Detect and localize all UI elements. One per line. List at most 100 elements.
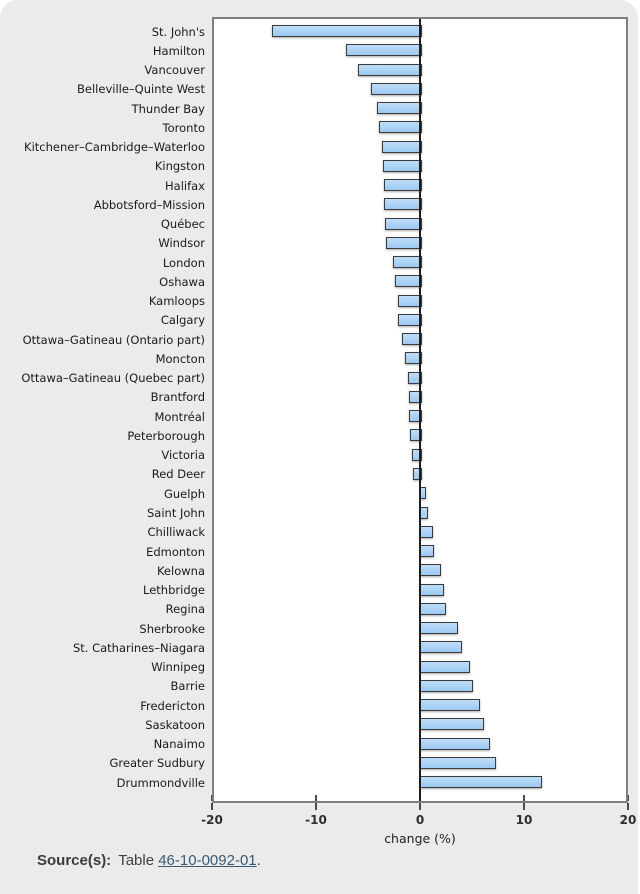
category-label: Ottawa–Gatineau (Quebec part) bbox=[21, 371, 205, 386]
bar-positive bbox=[420, 583, 444, 596]
category-label: London bbox=[162, 255, 205, 270]
category-label: Kingston bbox=[154, 159, 205, 174]
category-label: Thunder Bay bbox=[131, 101, 205, 116]
category-label: Peterborough bbox=[127, 428, 205, 443]
category-label: Lethbridge bbox=[143, 583, 205, 598]
category-label: St. John's bbox=[151, 24, 205, 39]
axis-tick-label: 0 bbox=[415, 813, 425, 827]
bar-positive bbox=[420, 525, 434, 538]
category-label: Vancouver bbox=[144, 63, 205, 78]
bar-positive bbox=[420, 737, 490, 750]
bar-negative bbox=[383, 179, 422, 192]
category-label: Nanaimo bbox=[153, 737, 205, 752]
bar-positive bbox=[420, 641, 462, 654]
bar-positive bbox=[420, 602, 446, 615]
bar-positive bbox=[420, 756, 496, 769]
category-label: Oshawa bbox=[159, 274, 205, 289]
axis-tick-inner bbox=[523, 795, 525, 801]
bar-negative bbox=[371, 82, 422, 95]
bar-negative bbox=[409, 429, 422, 442]
axis-tick-inner bbox=[627, 795, 629, 801]
bar-negative bbox=[407, 371, 422, 384]
bar-positive bbox=[420, 718, 485, 731]
category-label: Victoria bbox=[161, 448, 205, 463]
bar-positive bbox=[420, 506, 429, 519]
bar-negative bbox=[398, 294, 422, 307]
axis-tick bbox=[315, 803, 317, 810]
bar-negative bbox=[381, 140, 422, 153]
category-label: Brantford bbox=[150, 390, 205, 405]
category-label: Winnipeg bbox=[151, 660, 205, 675]
axis-tick-inner bbox=[315, 795, 317, 801]
bar-negative bbox=[392, 256, 422, 269]
category-label: Kelowna bbox=[156, 563, 205, 578]
category-label: Greater Sudbury bbox=[109, 756, 206, 771]
bar-negative bbox=[398, 313, 422, 326]
source-label: Source(s): bbox=[37, 852, 112, 869]
axis-tick-inner bbox=[211, 795, 213, 801]
bar-negative bbox=[405, 352, 422, 365]
category-label: Red Deer bbox=[151, 467, 205, 482]
category-label: Hamilton bbox=[152, 43, 205, 58]
category-label: Québec bbox=[160, 217, 205, 232]
source-period: . bbox=[256, 852, 261, 869]
category-label: St. Catharines–Niagara bbox=[72, 640, 205, 655]
bar-positive bbox=[420, 679, 473, 692]
category-label: Kamloops bbox=[148, 294, 205, 309]
plot-area: change (%) -20 -10 0 10 20 bbox=[201, 17, 636, 846]
x-axis-title: change (%) bbox=[384, 831, 456, 846]
category-label: Montréal bbox=[154, 409, 205, 424]
category-label: Abbotsford–Mission bbox=[93, 197, 205, 212]
bar-negative bbox=[272, 25, 422, 37]
bar-negative bbox=[412, 467, 422, 480]
bar-negative bbox=[408, 390, 422, 403]
source-line: Source(s): Table 46-10-0092-01. bbox=[37, 852, 261, 869]
axis-tick bbox=[211, 803, 213, 810]
bar-negative bbox=[395, 275, 422, 288]
bar-negative bbox=[385, 236, 422, 249]
axis-tick-label: -10 bbox=[305, 813, 327, 827]
bar-negative bbox=[377, 102, 422, 115]
bar-positive bbox=[420, 699, 481, 712]
bar-negative bbox=[357, 63, 422, 76]
category-label: Barrie bbox=[170, 679, 205, 694]
category-label: Toronto bbox=[162, 120, 205, 135]
axis-tick bbox=[627, 803, 629, 810]
category-label: Halifax bbox=[165, 178, 205, 193]
category-label: Guelph bbox=[163, 486, 205, 501]
bar-negative bbox=[346, 44, 422, 57]
bar-positive bbox=[420, 545, 435, 558]
bar-positive bbox=[420, 564, 441, 577]
category-label: Regina bbox=[165, 602, 205, 617]
category-label: Saint John bbox=[147, 506, 205, 520]
source-text: Table bbox=[118, 852, 159, 869]
category-label: Saskatoon bbox=[145, 717, 205, 732]
category-label: Drummondville bbox=[116, 775, 205, 790]
category-label: Edmonton bbox=[146, 544, 205, 559]
bar-negative bbox=[408, 410, 422, 423]
bar-negative bbox=[379, 121, 422, 134]
bar-positive bbox=[420, 622, 459, 635]
axis-tick-label: 20 bbox=[619, 813, 637, 827]
category-label: Fredericton bbox=[140, 698, 205, 713]
axis-tick bbox=[523, 803, 525, 810]
bar-negative bbox=[411, 448, 422, 461]
category-label: Calgary bbox=[160, 313, 205, 328]
axis-tick-label: -20 bbox=[201, 813, 223, 827]
bar-positive bbox=[420, 776, 542, 789]
axis-tick-label: 10 bbox=[515, 813, 533, 827]
category-label: Sherbrooke bbox=[139, 621, 205, 636]
zero-axis-line bbox=[419, 17, 421, 803]
category-label: Windsor bbox=[158, 236, 205, 251]
category-label: Belleville–Quinte West bbox=[77, 82, 205, 97]
bar-negative bbox=[384, 217, 422, 230]
category-label: Ottawa–Gatineau (Ontario part) bbox=[22, 332, 205, 347]
source-table-link[interactable]: 46-10-0092-01 bbox=[158, 852, 257, 869]
bar-negative bbox=[383, 198, 422, 211]
bar-negative bbox=[402, 333, 422, 346]
axis-tick bbox=[419, 803, 421, 810]
category-label: Kitchener–Cambridge–Waterloo bbox=[24, 140, 205, 155]
bar-chart: St. John's Hamilton Vancouver Belleville–Qu… bbox=[21, 17, 636, 846]
bar-negative bbox=[382, 159, 422, 172]
